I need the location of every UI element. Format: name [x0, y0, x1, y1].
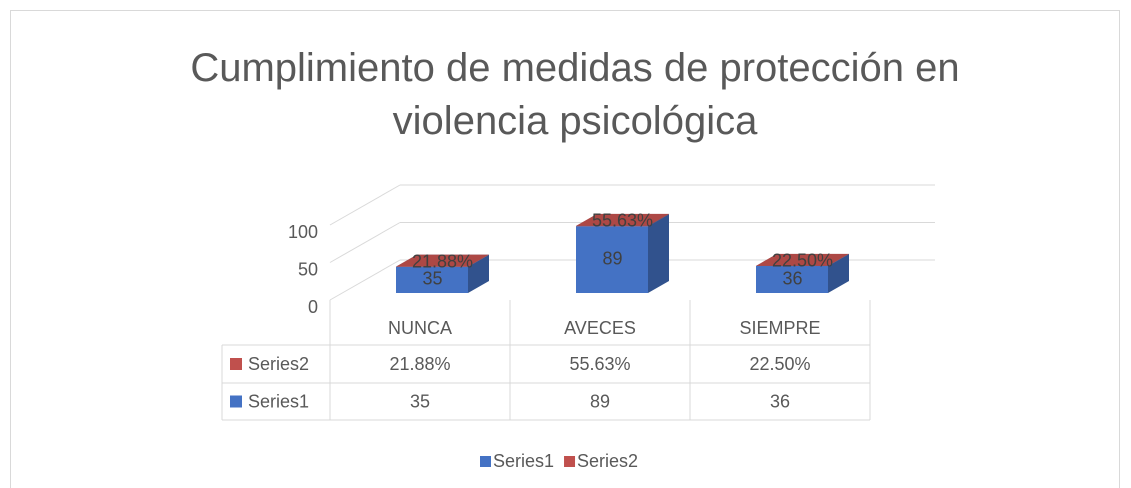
table-legend-key [230, 395, 242, 408]
data-label: 21.88% [412, 251, 473, 271]
bar-side [468, 254, 489, 267]
grid-line [329, 184, 401, 226]
chart-title: Cumplimiento de medidas de protección en… [190, 46, 960, 143]
legend-key [564, 456, 576, 467]
bar-front [396, 266, 468, 293]
table-cell: 55.63% [569, 354, 630, 374]
table-series-name: Series1 [248, 391, 309, 411]
table-cell: 35 [410, 391, 430, 411]
bar-top [396, 254, 489, 267]
data-label: 36 [782, 268, 802, 288]
table-cell: 36 [770, 391, 790, 411]
bar-side [828, 254, 849, 293]
y-tick-label: 50 [298, 259, 318, 279]
grid-line [329, 259, 401, 301]
table-series-name: Series2 [248, 354, 309, 374]
data-label: 55.63% [592, 211, 653, 231]
bar-side [828, 253, 849, 266]
bar-side [648, 214, 669, 293]
legend-label: Series1 [493, 451, 554, 471]
x-tick-label: SIEMPRE [739, 318, 820, 338]
table-legend-key [230, 358, 242, 370]
x-tick-label: NUNCA [388, 318, 452, 338]
table-cell: 21.88% [389, 354, 450, 374]
data-label: 35 [422, 269, 442, 289]
bar-front [576, 226, 648, 293]
data-label: 89 [602, 248, 622, 268]
bar-top [576, 213, 669, 226]
bar-side [648, 213, 669, 227]
table-cell: 22.50% [749, 354, 810, 374]
legend-label: Series2 [577, 451, 638, 471]
grid-line [329, 222, 401, 263]
bar-top [756, 253, 849, 266]
x-tick-label: AVECES [564, 318, 636, 338]
y-tick-label: 0 [308, 297, 318, 317]
chart-frame [10, 10, 1120, 488]
bar-side [468, 254, 489, 293]
table-cell: 89 [590, 391, 610, 411]
legend-key [480, 456, 491, 467]
data-label: 22.50% [772, 251, 833, 271]
y-tick-label: 100 [288, 222, 318, 242]
bar-front [756, 266, 828, 293]
